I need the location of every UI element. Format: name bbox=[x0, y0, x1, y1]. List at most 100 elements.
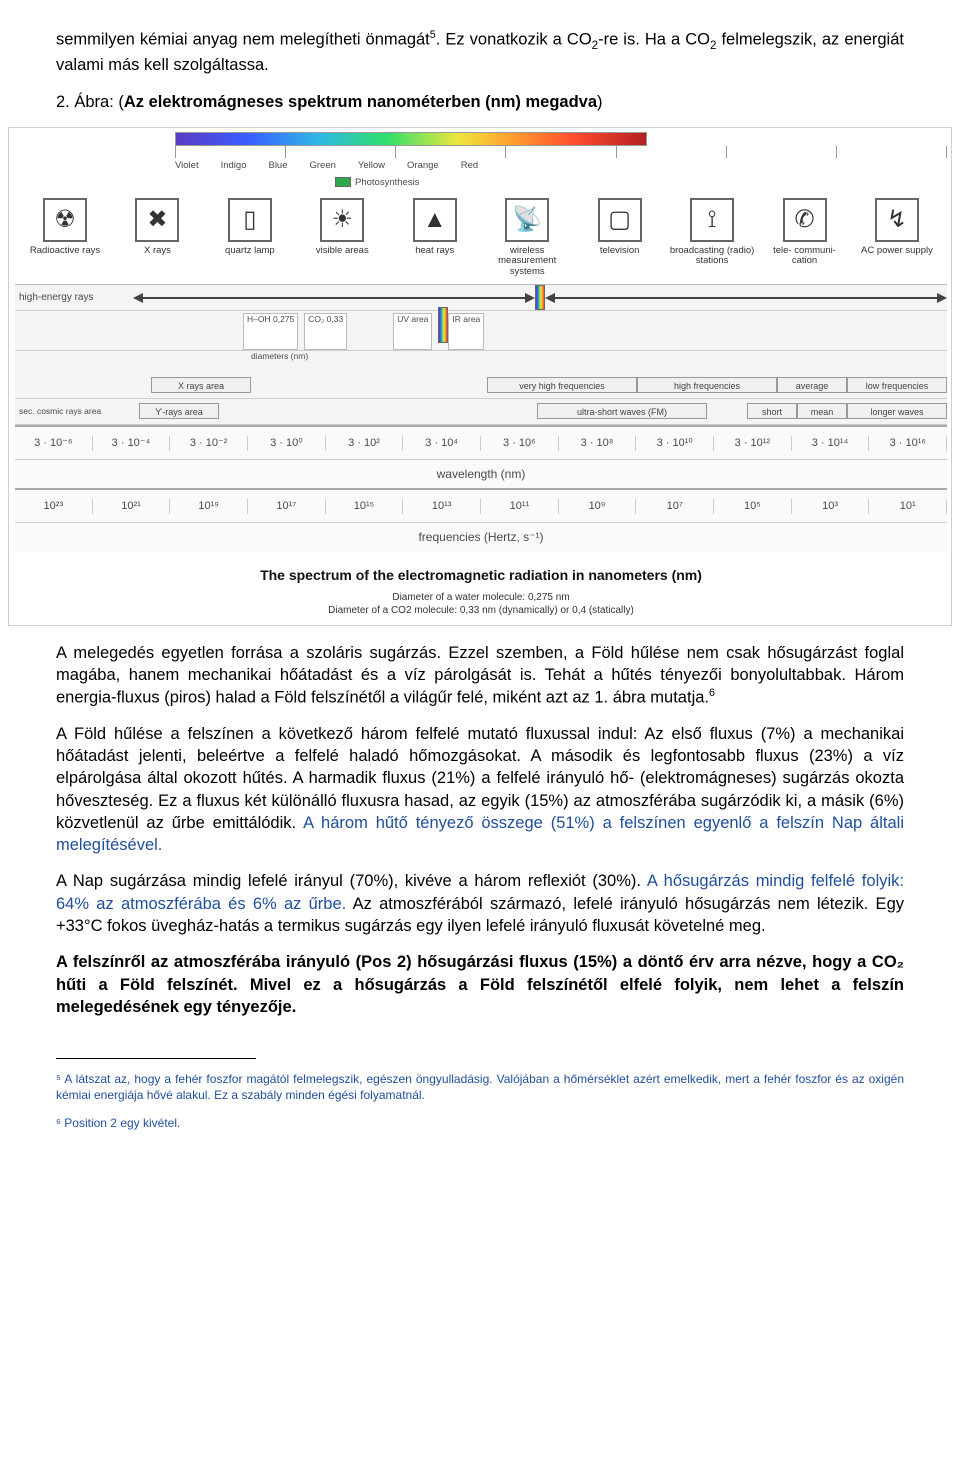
figure-inner: Violet Indigo Blue Green Yellow Orange R… bbox=[9, 128, 951, 625]
color-label: Violet bbox=[175, 160, 199, 173]
photosynthesis-swatch bbox=[335, 177, 351, 187]
visible-spectrum-bar bbox=[175, 132, 647, 146]
spectrum-ticks bbox=[175, 146, 947, 158]
fn6-text: ⁶ Position 2 egy kivétel. bbox=[56, 1116, 180, 1130]
color-label: Red bbox=[461, 160, 478, 173]
right-arrow bbox=[545, 285, 947, 310]
icon-label: tele- communi- cation bbox=[761, 246, 849, 268]
photosynthesis-label: Photosynthesis bbox=[355, 177, 419, 188]
quartz-lamp-icon: ▯ bbox=[228, 198, 272, 242]
band-row-freq: X rays area very high frequencies high f… bbox=[15, 373, 947, 399]
band-group: high-energy rays H–OH 0,275 CO₂ 0,33 bbox=[15, 284, 947, 425]
icon-row: ☢Radioactive rays ✖X rays ▯quartz lamp ☀… bbox=[15, 198, 947, 279]
fn5-pre: ⁵ A látszat az, hogy a fehér foszfor mag… bbox=[56, 1072, 497, 1086]
scale-cell: 3 · 10⁻² bbox=[170, 436, 248, 451]
phone-icon: ✆ bbox=[783, 198, 827, 242]
scale-cell: 3 · 10¹² bbox=[714, 436, 792, 451]
seg-gamma: ϒ-rays area bbox=[139, 403, 219, 419]
seg-freq: high frequencies bbox=[637, 377, 777, 393]
icon-label: wireless measurement systems bbox=[483, 246, 571, 279]
annot-hoh: H–OH 0,275 bbox=[243, 313, 298, 350]
band-cosmic-label: sec. cosmic rays area bbox=[15, 406, 133, 417]
icon-cell: ⟟ broadcasting (radio) stations bbox=[668, 198, 756, 279]
icon-label: Radioactive rays bbox=[21, 246, 109, 257]
lightning-icon: ↯ bbox=[875, 198, 919, 242]
icon-cell: ☢ Radioactive rays bbox=[21, 198, 109, 279]
scale-cell: 3 · 10¹⁶ bbox=[869, 436, 947, 451]
seg-waves: longer waves bbox=[847, 403, 947, 419]
tv-icon: ▢ bbox=[598, 198, 642, 242]
band-row-annot: H–OH 0,275 CO₂ 0,33 UV area IR area bbox=[15, 311, 947, 351]
body-paragraph-4: A felszínről az atmoszférába irányuló (P… bbox=[56, 951, 904, 1018]
seg-freq: low frequencies bbox=[847, 377, 947, 393]
spectrum-bar-row bbox=[15, 132, 947, 146]
fig-sub-2: Diameter of a CO2 molecule: 0,33 nm (dyn… bbox=[328, 605, 634, 616]
fig-sub-1: Diameter of a water molecule: 0,275 nm bbox=[392, 592, 569, 603]
fig-caption-pre: 2. Ábra: ( bbox=[56, 93, 124, 111]
color-label: Yellow bbox=[358, 160, 385, 173]
icon-cell: ▲heat rays bbox=[391, 198, 479, 279]
p3a-text: A Nap sugárzása mindig lefelé irányul (7… bbox=[56, 872, 647, 890]
scale-cell: 3 · 10⁰ bbox=[248, 436, 326, 451]
photosynthesis-row: Photosynthesis bbox=[335, 177, 947, 190]
scale-cell: 10⁹ bbox=[559, 499, 637, 514]
icon-label: broadcasting (radio) stations bbox=[668, 246, 756, 268]
annot-co2: CO₂ 0,33 bbox=[304, 313, 347, 350]
flame-icon: ▲ bbox=[413, 198, 457, 242]
scale-cell: 3 · 10² bbox=[326, 436, 404, 451]
icon-cell: ☀visible areas bbox=[298, 198, 386, 279]
frequency-scale-row: 10²³ 10²¹ 10¹⁹ 10¹⁷ 10¹⁵ 10¹³ 10¹¹ 10⁹ 1… bbox=[15, 488, 947, 522]
p4-text: A felszínről az atmoszférába irányuló (P… bbox=[56, 953, 904, 1016]
icon-label: quartz lamp bbox=[206, 246, 294, 257]
wavelength-axis-title: wavelength (nm) bbox=[15, 459, 947, 488]
fig-caption-bold: Az elektromágneses spektrum nanométerben… bbox=[124, 93, 597, 111]
scale-cell: 10⁵ bbox=[714, 499, 792, 514]
band-row-energy: high-energy rays bbox=[15, 285, 947, 311]
scale-cell: 3 · 10⁸ bbox=[559, 436, 637, 451]
band-label: high-energy rays bbox=[15, 291, 133, 305]
scale-cell: 3 · 10⁻⁶ bbox=[15, 436, 93, 451]
figure-main-title: The spectrum of the electromagnetic radi… bbox=[15, 566, 947, 585]
xray-icon: ✖ bbox=[135, 198, 179, 242]
color-label: Blue bbox=[268, 160, 287, 173]
visible-band-marker bbox=[535, 285, 545, 310]
color-label: Indigo bbox=[221, 160, 247, 173]
scale-cell: 3 · 10¹⁴ bbox=[792, 436, 870, 451]
scale-cell: 10²¹ bbox=[93, 499, 171, 514]
seg-freq: very high frequencies bbox=[487, 377, 637, 393]
body-paragraph-2: A Föld hűlése a felszínen a következő há… bbox=[56, 723, 904, 857]
scale-cell: 10⁷ bbox=[636, 499, 714, 514]
intro-text-1: semmilyen kémiai anyag nem melegítheti ö… bbox=[56, 31, 430, 49]
fig-caption-post: ) bbox=[597, 93, 603, 111]
scale-cell: 10¹³ bbox=[403, 499, 481, 514]
scale-cell: 10¹ bbox=[869, 499, 947, 514]
intro-paragraph: semmilyen kémiai anyag nem melegítheti ö… bbox=[56, 28, 904, 77]
color-label: Orange bbox=[407, 160, 439, 173]
scale-cell: 3 · 10¹⁰ bbox=[636, 436, 714, 451]
em-spectrum-figure: Violet Indigo Blue Green Yellow Orange R… bbox=[8, 127, 952, 626]
figure-caption: 2. Ábra: (Az elektromágneses spektrum na… bbox=[56, 91, 904, 113]
left-arrow bbox=[133, 285, 535, 310]
antenna-dish-icon: 📡 bbox=[505, 198, 549, 242]
annot-uv: UV area bbox=[393, 313, 432, 350]
annot-diameters: diameters (nm) bbox=[251, 351, 308, 373]
footnote-5: ⁵ A látszat az, hogy a fehér foszfor mag… bbox=[56, 1071, 904, 1103]
seg-waves: mean bbox=[797, 403, 847, 419]
scale-cell: 10¹⁵ bbox=[326, 499, 404, 514]
figure-subtitle: Diameter of a water molecule: 0,275 nm D… bbox=[15, 591, 947, 617]
icon-cell: ↯AC power supply bbox=[853, 198, 941, 279]
icon-cell: ✆ tele- communi- cation bbox=[761, 198, 849, 279]
seg-waves: short bbox=[747, 403, 797, 419]
scale-cell: 3 · 10⁴ bbox=[403, 436, 481, 451]
color-name-row: Violet Indigo Blue Green Yellow Orange R… bbox=[175, 160, 947, 173]
icon-label: visible areas bbox=[298, 246, 386, 257]
seg-freq: average bbox=[777, 377, 847, 393]
scale-cell: 10¹¹ bbox=[481, 499, 559, 514]
band-row-waves: sec. cosmic rays area ϒ-rays area ultra-… bbox=[15, 399, 947, 425]
color-label: Green bbox=[310, 160, 336, 173]
annot-ir: IR area bbox=[448, 313, 484, 350]
radio-tower-icon: ⟟ bbox=[690, 198, 734, 242]
radioactive-icon: ☢ bbox=[43, 198, 87, 242]
scale-cell: 10²³ bbox=[15, 499, 93, 514]
footnote-ref-6: 6 bbox=[709, 687, 715, 699]
